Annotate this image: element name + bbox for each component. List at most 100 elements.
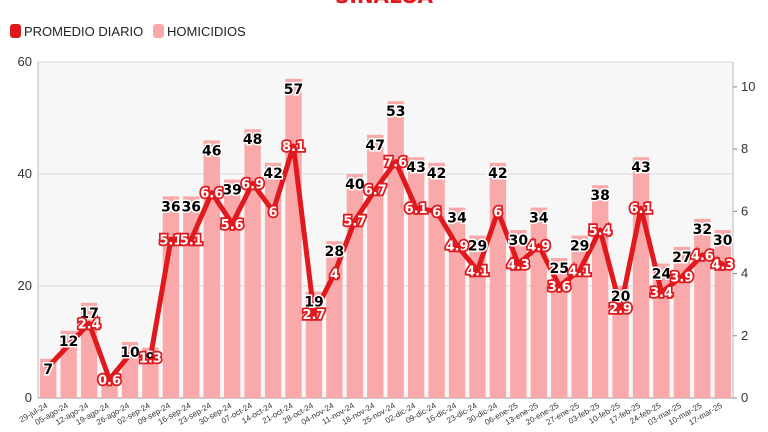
bar-data-label: 24 xyxy=(652,267,672,283)
bar xyxy=(264,162,282,398)
line-data-label: 4.3 xyxy=(507,258,530,273)
bar-data-label: 30 xyxy=(509,233,529,249)
bar xyxy=(591,185,609,398)
y-right-tick-label: 2 xyxy=(741,328,748,343)
line-data-label: 2.9 xyxy=(609,302,632,317)
bar xyxy=(673,246,691,398)
line-data-label: 6 xyxy=(432,205,441,220)
bar-data-label: 27 xyxy=(672,250,691,266)
bar xyxy=(694,218,711,398)
bar-data-label: 42 xyxy=(263,166,282,182)
line-path xyxy=(45,143,726,382)
line-labels: 2.4 0.6 1.3 5.15.1 6.6 5.6 6.9 6 8.1 2.7 4 5.7 6.7 7.… xyxy=(76,138,736,390)
bar xyxy=(428,162,445,398)
y-right-tick-label: 4 xyxy=(741,266,748,281)
bar-data-label: 34 xyxy=(447,211,467,227)
bar-data-label: 9 xyxy=(146,351,156,367)
legend-swatch-promedio xyxy=(10,24,21,38)
bar xyxy=(551,258,568,398)
bar-data-label: 42 xyxy=(427,166,446,182)
line-data-label: 4.1 xyxy=(466,264,489,279)
bar xyxy=(387,101,404,398)
line-data-label: 8.1 xyxy=(282,140,305,155)
bar xyxy=(183,196,200,398)
line-data-label: 5.6 xyxy=(221,218,244,233)
y-left-tick-label: 20 xyxy=(18,278,32,293)
y-right-tick-label: 0 xyxy=(741,390,748,405)
bar-data-label: 12 xyxy=(59,334,78,350)
y-right-tick-label: 6 xyxy=(741,203,748,218)
legend-label-promedio: PROMEDIO DIARIO xyxy=(24,24,143,39)
line-data-label: 4.1 xyxy=(568,264,591,279)
bar xyxy=(612,286,629,398)
bar-data-label: 39 xyxy=(222,183,241,199)
bar xyxy=(510,230,527,398)
y-left-tick-label: 40 xyxy=(18,166,32,181)
line-data-label: 3.6 xyxy=(548,280,571,295)
bar xyxy=(285,78,302,399)
legend-label-homicidios: HOMICIDIOS xyxy=(167,24,246,39)
bar-data-label: 36 xyxy=(161,199,180,215)
bar-data-label: 32 xyxy=(693,222,712,238)
line-data-label: 6.9 xyxy=(241,177,264,192)
bar xyxy=(142,347,159,398)
bar-data-label: 40 xyxy=(345,177,365,193)
line-data-label: 4.9 xyxy=(446,240,469,255)
bar xyxy=(469,235,486,398)
bar xyxy=(653,263,670,398)
bar-data-label: 48 xyxy=(243,132,262,148)
line-data-label: 6.7 xyxy=(364,184,387,199)
line-series xyxy=(45,143,726,382)
line-data-label: 5.1 xyxy=(159,233,182,248)
line-data-label: 5.1 xyxy=(180,233,203,248)
x-axis: 29-jul-2405-ago-2412-ago-2419-ago-2426-a… xyxy=(18,401,725,428)
bar-data-label: 53 xyxy=(386,104,405,120)
bar-data-label: 7 xyxy=(43,362,53,378)
bar-data-label: 10 xyxy=(120,345,140,361)
bar-data-label: 20 xyxy=(611,289,631,305)
line-data-label: 4.6 xyxy=(691,249,714,264)
line-data-label: 1.3 xyxy=(139,352,162,367)
line-data-label: 6 xyxy=(493,205,502,220)
y-right-tick-label: 10 xyxy=(741,79,755,94)
bar-data-label: 30 xyxy=(713,233,733,249)
line-data-label: 2.4 xyxy=(78,317,101,332)
line-data-label: 3.9 xyxy=(670,271,693,286)
y-axis-right: 0 2 4 6 8 10 xyxy=(733,79,755,405)
bar xyxy=(244,129,261,398)
bar xyxy=(714,230,731,398)
bar xyxy=(489,162,507,398)
y-right-tick-label: 8 xyxy=(741,141,748,156)
bar-data-label: 36 xyxy=(182,199,201,215)
legend: PROMEDIO DIARIO HOMICIDIOS xyxy=(10,24,246,39)
bar xyxy=(203,140,220,398)
line-data-label: 6.6 xyxy=(200,187,223,202)
chart-title: SINALOA xyxy=(335,0,434,8)
line-data-label: 6 xyxy=(269,205,278,220)
bar-data-label: 43 xyxy=(406,160,425,176)
bar xyxy=(40,358,57,398)
line-data-label: 5.7 xyxy=(343,215,366,230)
bar-data-label: 43 xyxy=(631,160,650,176)
bar xyxy=(530,207,547,398)
line-data-label: 2.7 xyxy=(302,308,325,323)
bar-data-label: 28 xyxy=(325,244,344,260)
bar-data-label: 29 xyxy=(468,239,487,255)
y-axis-left: 0 20 40 60 xyxy=(18,54,32,405)
bar xyxy=(162,196,180,398)
bar xyxy=(407,157,425,398)
line-data-label: 5.4 xyxy=(589,224,612,239)
legend-swatch-homicidios xyxy=(153,24,164,38)
line-data-label: 4.3 xyxy=(711,258,734,273)
bar-data-label: 17 xyxy=(79,306,98,322)
bar-data-label: 47 xyxy=(366,138,385,154)
line-data-label: 6.1 xyxy=(629,202,652,217)
y-left-tick-label: 0 xyxy=(25,390,32,405)
line-data-label: 4 xyxy=(330,268,339,283)
line-data-label: 7.6 xyxy=(384,156,407,171)
line-data-label: 0.6 xyxy=(98,373,121,388)
bar-data-label: 57 xyxy=(284,82,303,98)
